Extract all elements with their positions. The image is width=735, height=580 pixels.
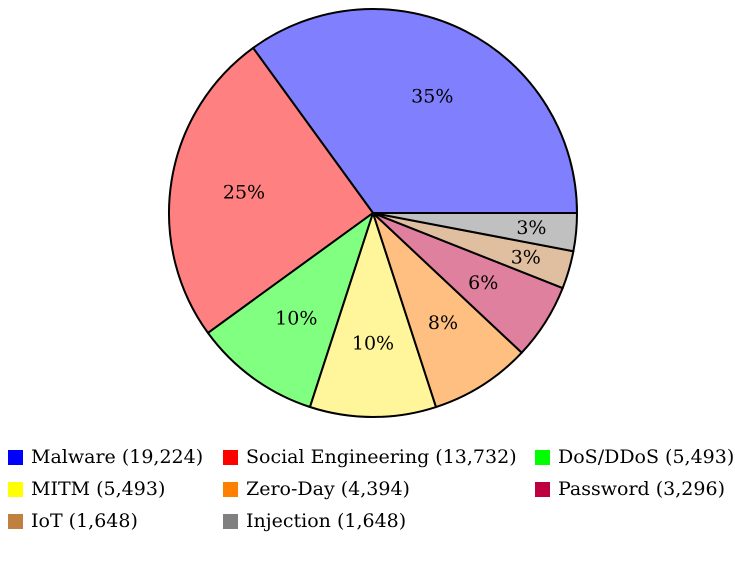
legend-label: Password (558, 478, 650, 500)
legend-swatch (8, 513, 23, 529)
legend-count: 4,394 (348, 478, 403, 500)
legend-label: IoT (31, 510, 63, 532)
pie-slice-malware (252, 8, 578, 214)
legend-label: Injection (246, 510, 331, 532)
legend-swatch (223, 449, 238, 465)
legend-label: Zero-Day (246, 478, 335, 500)
legend-label: MITM (31, 478, 91, 500)
slice-percent-label: 10% (352, 333, 394, 355)
legend-item-zero-day: Zero-Day (4,394) (223, 478, 535, 500)
legend-item-social-engineering: Social Engineering (13,732) (223, 446, 535, 468)
slice-percent-label: 6% (468, 272, 498, 294)
pie-slice-mitm (308, 212, 438, 418)
legend-count: 1,648 (76, 510, 131, 532)
legend-label: DoS/DDoS (558, 446, 660, 468)
legend-swatch (8, 481, 23, 497)
legend-item-injection: Injection (1,648) (223, 510, 535, 532)
legend-swatch (223, 513, 238, 529)
slice-percent-label: 35% (411, 86, 453, 108)
legend-swatch (535, 481, 550, 497)
legend-item-iot: IoT (1,648) (8, 510, 223, 532)
legend-count: 5,493 (672, 446, 727, 468)
legend-item-dos-ddos: DoS/DDoS (5,493) (535, 446, 734, 468)
legend-swatch (223, 481, 238, 497)
legend-count: 13,732 (442, 446, 510, 468)
legend-item-password: Password (3,296) (535, 478, 730, 500)
slice-percent-label: 25% (223, 182, 265, 204)
pie-slice-dos-ddos (206, 212, 374, 409)
legend-count: 5,493 (103, 478, 158, 500)
legend-item-mitm: MITM (5,493) (8, 478, 223, 500)
legend-swatch (8, 449, 23, 465)
slice-percent-label: 3% (511, 246, 541, 268)
legend-count: 19,224 (129, 446, 196, 468)
legend-label: Social Engineering (246, 446, 430, 468)
pie-slice-injection (372, 212, 579, 253)
slice-percent-label: 8% (428, 312, 458, 334)
legend-label: Malware (31, 446, 116, 468)
slice-percent-label: 10% (275, 308, 317, 330)
legend: Malware (19,224) Social Engineering (13,… (8, 446, 734, 532)
legend-count: 3,296 (663, 478, 718, 500)
pie-slice-zero-day (372, 212, 523, 409)
pie-slice-social-engineering (168, 46, 374, 334)
pie-plot-area: 35% 25% 10% 10% 8% 6% 3% 3% (168, 8, 579, 418)
legend-item-malware: Malware (19,224) (8, 446, 223, 468)
slice-percent-label: 3% (516, 217, 546, 239)
legend-count: 1,648 (344, 510, 399, 532)
legend-swatch (535, 449, 550, 465)
